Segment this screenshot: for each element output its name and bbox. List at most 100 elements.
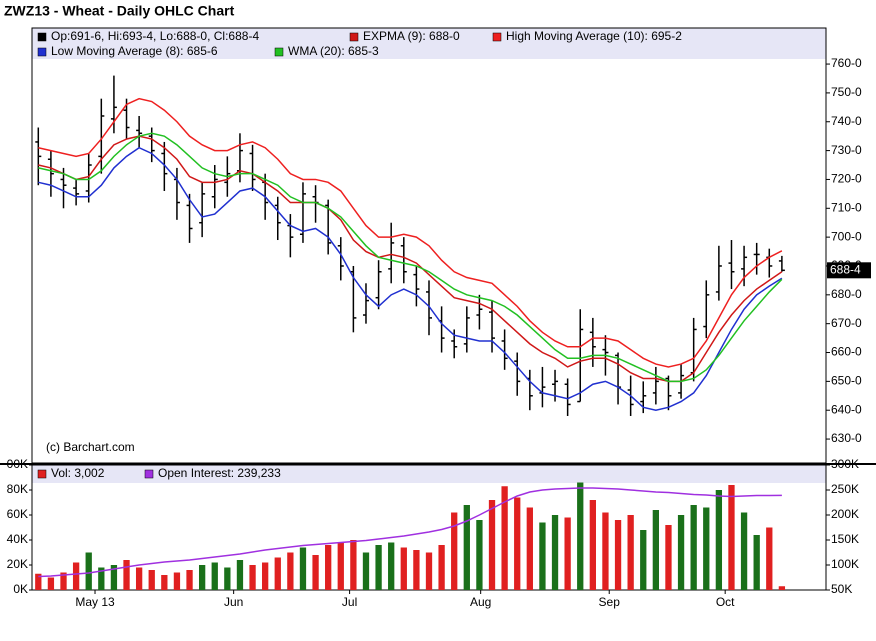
y-tick-label: 700-0 bbox=[831, 229, 862, 243]
legend-label: Low Moving Average (8): 685-6 bbox=[51, 44, 218, 58]
x-tick-label: Sep bbox=[599, 595, 621, 609]
volume-bar bbox=[501, 486, 508, 590]
open-interest-line bbox=[38, 487, 782, 578]
y-tick-label: 750-0 bbox=[831, 85, 862, 99]
volume-bar bbox=[362, 552, 370, 590]
y-tick-label: 0K bbox=[13, 582, 28, 596]
x-tick-label: Aug bbox=[470, 595, 491, 609]
volume-bar bbox=[249, 565, 256, 590]
volume-bar bbox=[98, 567, 105, 590]
legend-swatch bbox=[37, 469, 47, 479]
volume-bar bbox=[60, 572, 67, 590]
volume-bar bbox=[135, 567, 143, 590]
legend-swatch bbox=[349, 32, 359, 42]
volume-bar bbox=[287, 552, 294, 590]
volume-bar bbox=[728, 485, 735, 590]
volume-bar bbox=[400, 547, 407, 590]
volume-bar bbox=[211, 562, 218, 590]
y-tick-label: 710-0 bbox=[831, 200, 862, 214]
volume-bar bbox=[740, 512, 748, 590]
volume-bar bbox=[539, 522, 546, 590]
volume-bar bbox=[337, 542, 344, 590]
legend-swatch bbox=[492, 32, 502, 42]
legend-swatch bbox=[37, 47, 47, 57]
volume-bar bbox=[375, 545, 382, 590]
x-tick-label: Jul bbox=[342, 595, 357, 609]
legend-label: EXPMA (9): 688-0 bbox=[363, 29, 460, 43]
volume-bar bbox=[47, 577, 55, 590]
moving-average-line bbox=[38, 146, 783, 411]
volume-bar bbox=[85, 552, 92, 590]
volume-bar bbox=[778, 586, 786, 590]
volume-bar bbox=[703, 507, 710, 590]
volume-bar bbox=[425, 552, 433, 590]
y2-tick-label: 100K bbox=[831, 557, 859, 571]
moving-average-line bbox=[38, 132, 783, 383]
y-tick-label: 20K bbox=[7, 557, 28, 571]
y-tick-label: 80K bbox=[7, 482, 28, 496]
volume-bar bbox=[110, 565, 118, 590]
volume-bar bbox=[236, 560, 244, 590]
volume-bar bbox=[148, 570, 155, 590]
legend-label: High Moving Average (10): 695-2 bbox=[506, 29, 682, 43]
legend-label: Op:691-6, Hi:693-4, Lo:688-0, Cl:688-4 bbox=[51, 29, 259, 43]
y-tick-label: 660-0 bbox=[831, 345, 862, 359]
volume-bar bbox=[312, 555, 319, 590]
y-tick-label: 650-0 bbox=[831, 374, 862, 388]
y2-tick-label: 200K bbox=[831, 507, 859, 521]
credit: (c) Barchart.com bbox=[46, 440, 135, 454]
volume-bar bbox=[262, 562, 269, 590]
volume-bar bbox=[274, 557, 281, 590]
x-tick-label: Oct bbox=[716, 595, 735, 609]
x-tick-label: Jun bbox=[224, 595, 243, 609]
y-tick-label: 640-0 bbox=[831, 402, 862, 416]
y-tick-label: 680-0 bbox=[831, 287, 862, 301]
y-tick-label: 00K bbox=[7, 457, 28, 471]
volume-bar bbox=[589, 500, 596, 590]
legend-swatch bbox=[274, 47, 284, 57]
volume-bar bbox=[451, 512, 458, 590]
volume-bar bbox=[627, 515, 634, 590]
volume-bar bbox=[325, 545, 332, 590]
last-price-box bbox=[827, 262, 871, 279]
volume-bar bbox=[350, 540, 357, 590]
volume-bar bbox=[652, 510, 660, 590]
volume-bar bbox=[577, 482, 584, 590]
volume-bar bbox=[35, 573, 42, 590]
y2-tick-label: 50K bbox=[831, 582, 852, 596]
volume-bar bbox=[514, 497, 521, 590]
volume-bar bbox=[551, 515, 559, 590]
volume-bar bbox=[186, 570, 193, 590]
volume-bar bbox=[161, 575, 168, 590]
y-tick-label: 670-0 bbox=[831, 316, 862, 330]
volume-bar bbox=[476, 520, 483, 590]
volume-bar bbox=[564, 517, 571, 590]
volume-bar bbox=[438, 545, 445, 590]
volume-bar bbox=[198, 565, 206, 590]
volume-bar bbox=[463, 505, 470, 590]
y-tick-label: 720-0 bbox=[831, 172, 862, 186]
y-tick-label: 60K bbox=[7, 507, 28, 521]
volume-bar bbox=[123, 560, 130, 590]
volume-bar bbox=[72, 562, 80, 590]
volume-bar bbox=[753, 535, 760, 590]
last-price-label: 688-4 bbox=[830, 262, 861, 276]
volume-bar bbox=[766, 527, 773, 590]
legend-swatch bbox=[144, 469, 154, 479]
legend-label: Open Interest: 239,233 bbox=[158, 466, 281, 480]
y-tick-label: 740-0 bbox=[831, 114, 862, 128]
moving-average-line bbox=[38, 135, 783, 383]
volume-bar bbox=[665, 525, 672, 590]
moving-average-line bbox=[38, 97, 783, 368]
volume-bar bbox=[224, 567, 231, 590]
legend-label: Vol: 3,002 bbox=[51, 466, 105, 480]
y-tick-label: 40K bbox=[7, 532, 28, 546]
y-tick-label: 730-0 bbox=[831, 143, 862, 157]
volume-bar bbox=[690, 505, 697, 590]
y-tick-label: 760-0 bbox=[831, 56, 862, 70]
y-tick-label: 630-0 bbox=[831, 431, 862, 445]
chart-title: ZWZ13 - Wheat - Daily OHLC Chart bbox=[4, 3, 235, 19]
volume-bar bbox=[602, 512, 609, 590]
